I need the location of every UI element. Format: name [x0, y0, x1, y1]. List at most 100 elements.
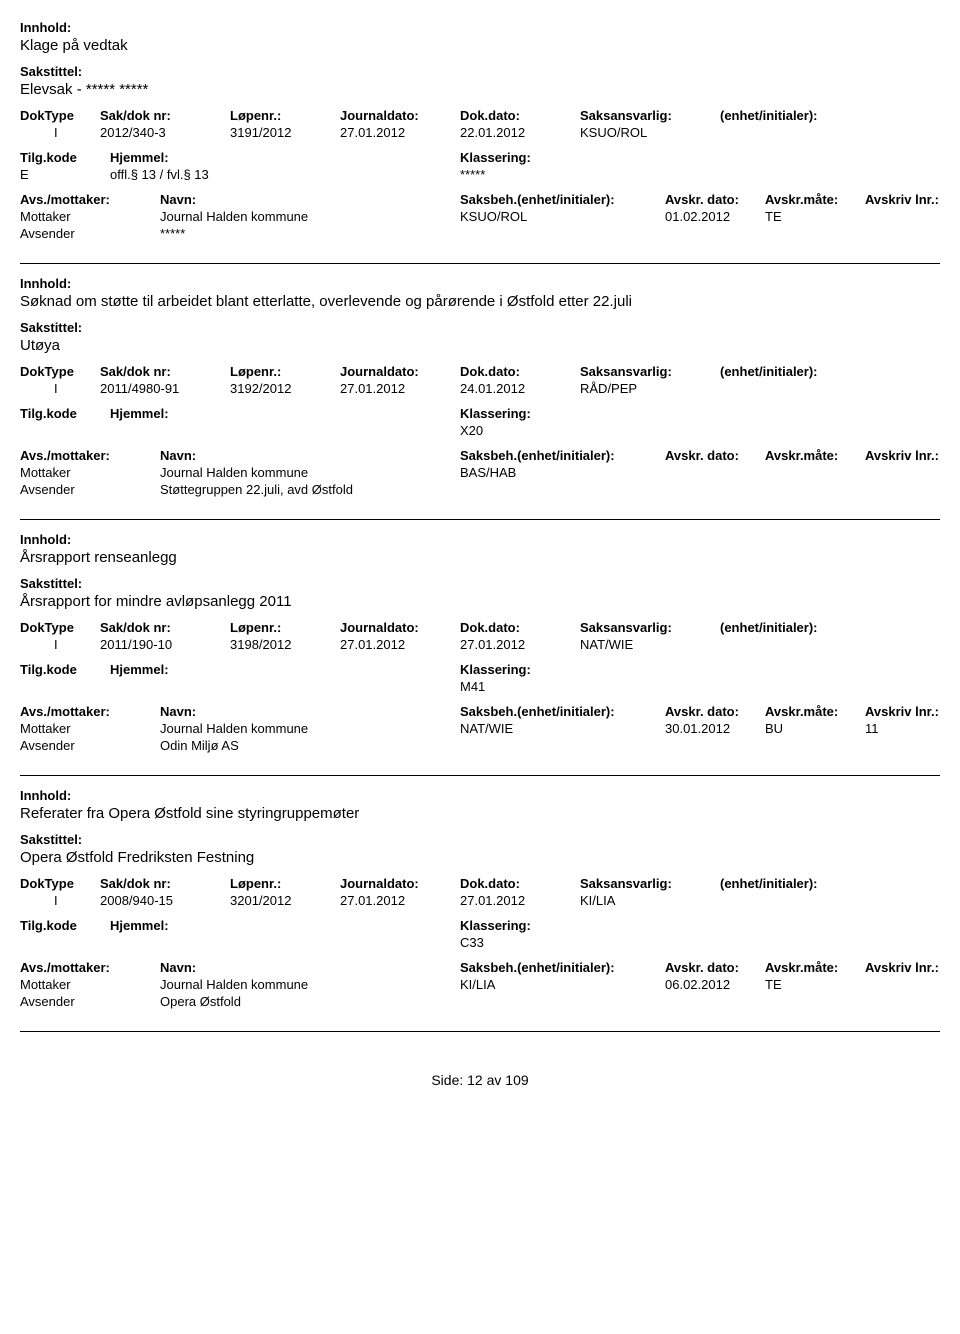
col-saksbeh: Saksbeh.(enhet/initialer): [460, 704, 665, 719]
val-mottaker: Mottaker [20, 977, 160, 992]
val-avsender: Avsender [20, 482, 160, 497]
col-klassering: Klassering: [460, 406, 940, 421]
val-sakdok: 2012/340-3 [100, 125, 230, 140]
footer-page: 12 [467, 1072, 483, 1088]
col-lopenr: Løpenr.: [230, 108, 340, 123]
col-saksbeh: Saksbeh.(enhet/initialer): [460, 192, 665, 207]
col-tilgkode: Tilg.kode [20, 150, 110, 165]
val-dokdato: 27.01.2012 [460, 893, 580, 908]
innhold-text: Årsrapport renseanlegg [20, 549, 940, 566]
col-navn: Navn: [160, 448, 460, 463]
col-avskrmate: Avskr.måte: [765, 960, 865, 975]
sakstittel-text: Utøya [20, 337, 940, 354]
innhold-label: Innhold: [20, 532, 940, 547]
col-avskrdato: Avskr. dato: [665, 704, 765, 719]
val-hjemmel [110, 423, 460, 438]
main-data-row: I 2011/190-10 3198/2012 27.01.2012 27.01… [20, 637, 940, 652]
val-tilgkode [20, 423, 110, 438]
val-saksbeh: BAS/HAB [460, 465, 665, 480]
col-klassering: Klassering: [460, 662, 940, 677]
val-mottaker: Mottaker [20, 721, 160, 736]
val-journaldato: 27.01.2012 [340, 893, 460, 908]
col-lopenr: Løpenr.: [230, 876, 340, 891]
main-data-row: I 2008/940-15 3201/2012 27.01.2012 27.01… [20, 893, 940, 908]
col-navn: Navn: [160, 960, 460, 975]
main-header-row: DokType Sak/dok nr: Løpenr.: Journaldato… [20, 876, 940, 891]
val-tilgkode [20, 935, 110, 950]
mottaker-header-row: Avs./mottaker: Navn: Saksbeh.(enhet/init… [20, 960, 940, 975]
val-avsender: Avsender [20, 738, 160, 753]
footer-av: av [487, 1072, 502, 1088]
col-avskrivlnr: Avskriv lnr.: [865, 704, 940, 719]
mottaker-header-row: Avs./mottaker: Navn: Saksbeh.(enhet/init… [20, 704, 940, 719]
val-klassering: ***** [460, 167, 940, 182]
val-hjemmel: offl.§ 13 / fvl.§ 13 [110, 167, 460, 182]
col-enhet: (enhet/initialer): [720, 364, 940, 379]
col-doktype: DokType [20, 620, 100, 635]
col-tilgkode: Tilg.kode [20, 918, 110, 933]
hjemmel-data-row: C33 [20, 935, 940, 950]
col-sakdok: Sak/dok nr: [100, 876, 230, 891]
val-saksansvarlig: KI/LIA [580, 893, 720, 908]
val-dokdato: 24.01.2012 [460, 381, 580, 396]
val-avsender-navn: Støttegruppen 22.juli, avd Østfold [160, 482, 940, 497]
innhold-label: Innhold: [20, 20, 940, 35]
col-enhet: (enhet/initialer): [720, 876, 940, 891]
col-klassering: Klassering: [460, 150, 940, 165]
val-mottaker-navn: Journal Halden kommune [160, 721, 460, 736]
col-avskrdato: Avskr. dato: [665, 192, 765, 207]
val-journaldato: 27.01.2012 [340, 637, 460, 652]
hjemmel-data-row: M41 [20, 679, 940, 694]
hjemmel-header-row: Tilg.kode Hjemmel: Klassering: [20, 150, 940, 165]
mottaker-header-row: Avs./mottaker: Navn: Saksbeh.(enhet/init… [20, 448, 940, 463]
sakstittel-text: Opera Østfold Fredriksten Festning [20, 849, 940, 866]
col-klassering: Klassering: [460, 918, 940, 933]
journal-entry: Innhold: Søknad om støtte til arbeidet b… [20, 276, 940, 520]
val-saksbeh: KSUO/ROL [460, 209, 665, 224]
col-enhet: (enhet/initialer): [720, 108, 940, 123]
col-avskrivlnr: Avskriv lnr.: [865, 960, 940, 975]
val-avskrmate: TE [765, 977, 865, 992]
main-header-row: DokType Sak/dok nr: Løpenr.: Journaldato… [20, 620, 940, 635]
avsender-data-row: Avsender ***** [20, 226, 940, 241]
col-journaldato: Journaldato: [340, 876, 460, 891]
val-saksansvarlig: NAT/WIE [580, 637, 720, 652]
val-avskrdato: 30.01.2012 [665, 721, 765, 736]
col-saksansvarlig: Saksansvarlig: [580, 364, 720, 379]
hjemmel-data-row: X20 [20, 423, 940, 438]
val-hjemmel [110, 679, 460, 694]
col-journaldato: Journaldato: [340, 108, 460, 123]
mottaker-data-row: Mottaker Journal Halden kommune KSUO/ROL… [20, 209, 940, 224]
sakstittel-text: Elevsak - ***** ***** [20, 81, 940, 98]
hjemmel-header-row: Tilg.kode Hjemmel: Klassering: [20, 406, 940, 421]
val-tilgkode: E [20, 167, 110, 182]
val-mottaker: Mottaker [20, 209, 160, 224]
col-avsmot: Avs./mottaker: [20, 960, 160, 975]
col-dokdato: Dok.dato: [460, 876, 580, 891]
col-navn: Navn: [160, 704, 460, 719]
val-doktype: I [20, 381, 100, 396]
val-avskrivlnr [865, 465, 940, 480]
val-mottaker-navn: Journal Halden kommune [160, 465, 460, 480]
val-avskrivlnr [865, 209, 940, 224]
sakstittel-label: Sakstittel: [20, 832, 940, 847]
val-klassering: X20 [460, 423, 940, 438]
main-header-row: DokType Sak/dok nr: Løpenr.: Journaldato… [20, 108, 940, 123]
col-dokdato: Dok.dato: [460, 108, 580, 123]
val-dokdato: 27.01.2012 [460, 637, 580, 652]
val-avsender-navn: Odin Miljø AS [160, 738, 940, 753]
val-lopenr: 3191/2012 [230, 125, 340, 140]
val-doktype: I [20, 637, 100, 652]
col-hjemmel: Hjemmel: [110, 150, 460, 165]
col-saksbeh: Saksbeh.(enhet/initialer): [460, 960, 665, 975]
col-dokdato: Dok.dato: [460, 620, 580, 635]
val-doktype: I [20, 893, 100, 908]
col-avsmot: Avs./mottaker: [20, 704, 160, 719]
col-avskrivlnr: Avskriv lnr.: [865, 192, 940, 207]
footer-total: 109 [505, 1072, 528, 1088]
col-doktype: DokType [20, 108, 100, 123]
col-sakdok: Sak/dok nr: [100, 364, 230, 379]
footer-side-label: Side: [431, 1072, 463, 1088]
val-avsender: Avsender [20, 226, 160, 241]
page-footer: Side: 12 av 109 [20, 1072, 940, 1088]
